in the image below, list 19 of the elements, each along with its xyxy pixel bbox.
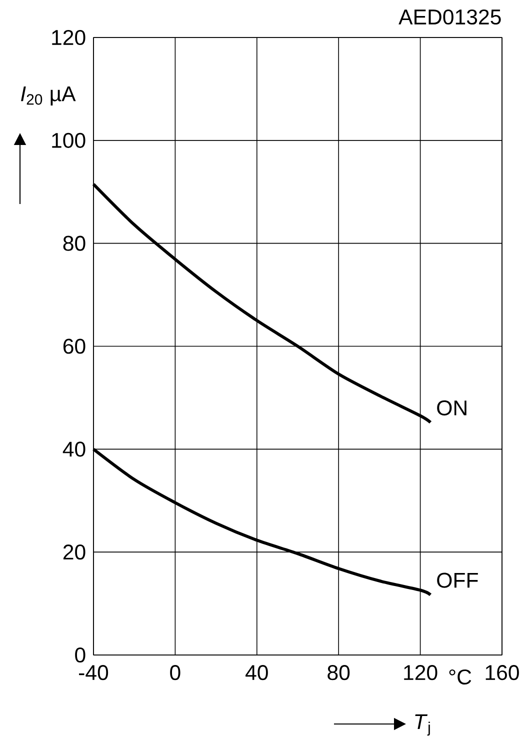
y-tick-label: 100 [52,132,86,148]
y-tick-label: 80 [63,236,86,251]
y-tick-label: 40 [62,442,86,457]
x-tick-label: 160 [486,665,519,680]
x-tick-label: 80 [328,665,350,680]
text: °C [449,669,472,685]
y-tick-label: 0 [75,647,86,663]
series-label: ON [437,400,466,416]
y-tick-label: 60 [63,338,86,354]
text: AED01325 [398,9,501,25]
x-tick-label: -40 [79,665,108,680]
x-tick-label: 40 [246,665,268,680]
x-axis-title: T$_{j}$ [415,714,430,736]
series-label: OFF [437,572,478,588]
y-axis-title: I$_{20}$ µA [21,86,76,106]
x-tick-label: 120 [404,665,438,680]
y-tick-label: 120 [52,30,86,46]
y-tick-label: 20 [63,544,86,560]
x-tick-label: 0 [170,665,180,680]
